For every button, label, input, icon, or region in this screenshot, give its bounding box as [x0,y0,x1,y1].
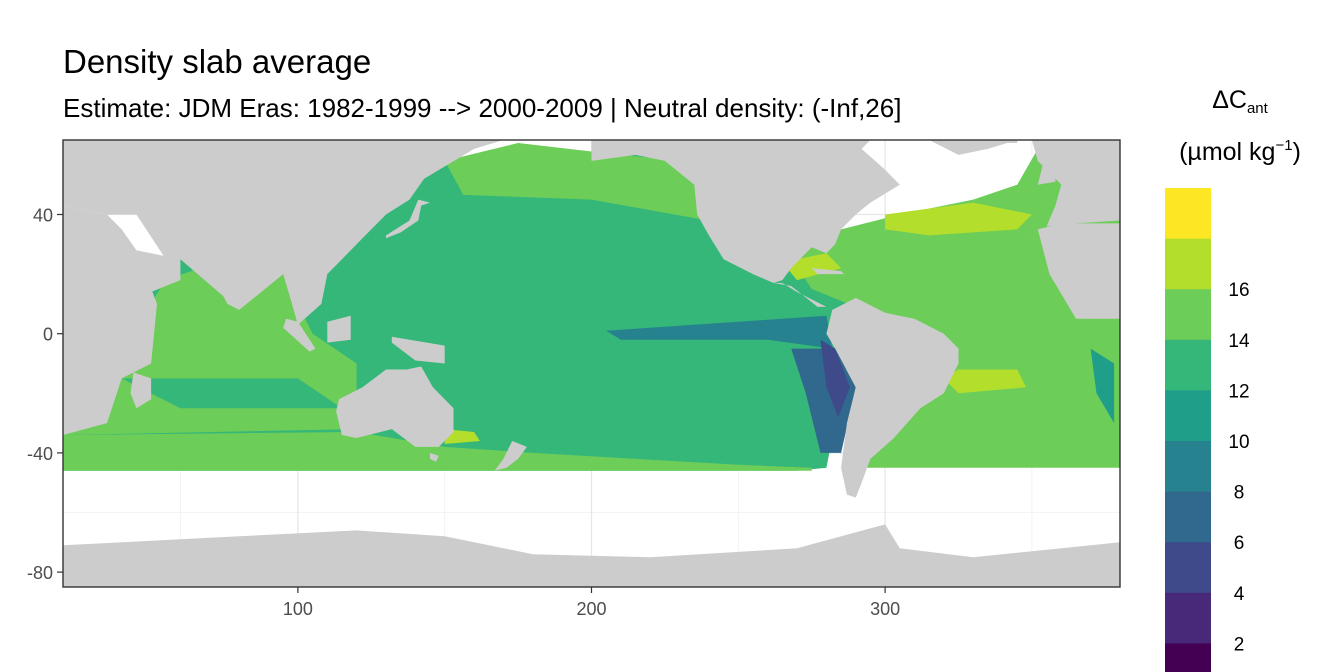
y-tick-label: -40 [27,444,53,464]
land-madagascar [130,372,152,409]
legend-title-unit: (µmol kg−1) [1179,137,1301,166]
land-tasmania [430,452,439,462]
colorbar-label: 10 [1228,432,1249,453]
pacific-north-subtropical [430,193,724,242]
colorbar-label: 6 [1234,533,1245,554]
colorbar-segment [1165,542,1211,594]
land-greenland [929,140,1018,155]
north-atlantic-gyre [885,202,1032,236]
land-mask [63,140,1120,587]
indian-band [121,378,342,409]
pacific-equatorial [606,315,833,349]
colorbar-segment [1165,339,1211,391]
atlantic-east [1090,348,1115,424]
land-arabia [107,244,181,298]
pacific-southern [444,369,803,468]
atlantic [782,148,1120,468]
y-tick-label: 0 [43,325,53,345]
colorbar-segment [1165,441,1211,493]
tasman-patch [444,429,480,444]
colorbar-label: 2 [1234,634,1245,655]
y-tick-label: 40 [33,206,53,226]
colorbar-segment [1165,592,1211,644]
chart-title: Density slab average [63,43,372,80]
land-borneo [327,315,351,343]
land-central-america [773,283,833,310]
land-sumatra [283,318,316,352]
colorbar-label: 4 [1234,584,1245,605]
x-tick-label: 100 [283,599,313,619]
colorbar-segment [1165,643,1211,672]
land-new-zealand [494,441,527,471]
land-japan [386,199,430,239]
land-north-america [591,140,900,283]
colorbar-label: 14 [1228,331,1250,352]
x-tick-label: 300 [870,599,900,619]
colorbar-segment [1165,390,1211,442]
land-indochina [283,274,328,325]
y-tick-label: -80 [27,563,53,583]
colorbar-segment [1165,188,1211,240]
south-atlantic-gyre [943,369,1026,394]
land-uk [1037,160,1056,185]
x-tick-label: 200 [576,599,606,619]
land-new-guinea [391,336,445,364]
colorbar-segment [1165,289,1211,341]
land-eurasia [63,140,504,310]
colorbar: 2 4 6 8 10 12 14 16 [1165,188,1250,672]
peru-upwelling [820,339,850,418]
colorbar-segment [1165,491,1211,543]
colorbar-label: 8 [1234,483,1245,504]
legend-title-symbol: ΔCant [1212,86,1268,117]
land-australia [336,366,454,447]
land-africa-north [63,140,157,435]
chart-subtitle: Estimate: JDM Eras: 1982-1999 --> 2000-2… [63,93,902,123]
axes: 40 0 -40 -80 100 200 300 [27,206,900,620]
land-iceland [993,140,1018,143]
land-india [203,259,269,310]
land-antarctica [63,524,1120,587]
colorbar-label: 12 [1228,381,1249,402]
colorbar-label: 16 [1228,280,1249,301]
pacific-central [371,250,783,298]
land-cuba [811,268,844,275]
colorbar-segment [1165,238,1211,290]
land-south-america [826,297,959,498]
land-africa-west [1037,223,1120,319]
ocean-field [63,143,1120,471]
southern-band [63,432,812,471]
